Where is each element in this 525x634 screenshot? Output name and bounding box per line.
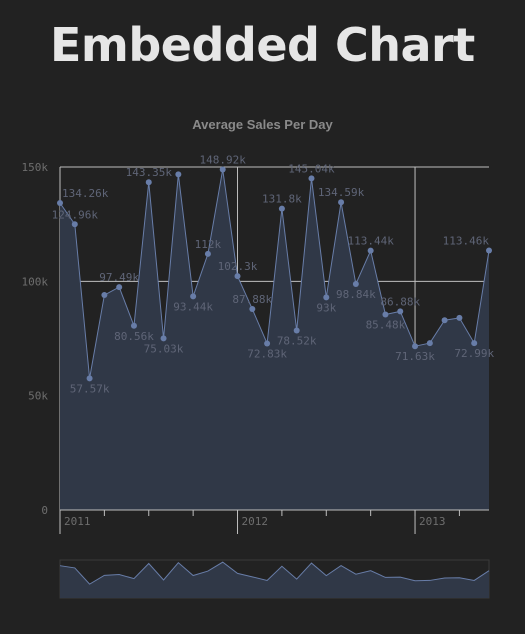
data-label: 85.48k: [366, 319, 406, 332]
data-point[interactable]: [338, 199, 345, 206]
data-point[interactable]: [264, 340, 271, 347]
data-point[interactable]: [367, 247, 374, 254]
data-point[interactable]: [71, 221, 78, 228]
data-point[interactable]: [412, 343, 419, 350]
data-label: 97.49k: [99, 271, 139, 284]
data-label: 134.59k: [318, 186, 365, 199]
data-label: 112k: [195, 238, 222, 251]
data-point[interactable]: [86, 375, 93, 382]
y-tick-label: 50k: [28, 390, 48, 403]
data-label: 102.3k: [218, 260, 258, 273]
data-point[interactable]: [456, 314, 463, 321]
data-label: 113.44k: [347, 235, 394, 248]
data-point[interactable]: [57, 199, 63, 206]
data-point[interactable]: [382, 311, 389, 318]
data-point[interactable]: [426, 340, 433, 347]
data-label: 131.8k: [262, 193, 302, 206]
data-label: 148.92k: [200, 153, 247, 166]
navigator-line: [59, 561, 490, 585]
data-label: 143.35k: [126, 166, 173, 179]
data-label: 124.96k: [52, 208, 99, 221]
chart-title: Average Sales Per Day: [192, 117, 333, 132]
data-label: 75.03k: [144, 342, 184, 355]
data-label: 113.46k: [443, 235, 490, 248]
data-label: 145.04k: [288, 162, 335, 175]
data-point[interactable]: [130, 322, 137, 329]
data-point[interactable]: [204, 250, 211, 257]
data-point[interactable]: [293, 327, 300, 334]
data-point[interactable]: [323, 294, 330, 301]
data-point[interactable]: [219, 166, 226, 173]
series-area: [60, 169, 489, 510]
data-point[interactable]: [160, 335, 167, 342]
data-label: 72.83k: [247, 347, 287, 360]
data-point[interactable]: [145, 179, 152, 186]
data-point[interactable]: [234, 273, 241, 280]
data-point[interactable]: [175, 171, 182, 178]
data-point[interactable]: [308, 175, 315, 182]
data-point[interactable]: [278, 205, 285, 212]
data-point[interactable]: [249, 306, 256, 313]
data-point[interactable]: [352, 280, 359, 287]
data-label: 78.52k: [277, 334, 317, 347]
data-point[interactable]: [116, 284, 123, 291]
data-point[interactable]: [101, 292, 108, 299]
y-tick-label: 100k: [22, 275, 49, 288]
x-tick-label: 2011: [64, 515, 91, 528]
data-point[interactable]: [397, 308, 404, 315]
x-tick-label: 2012: [242, 515, 269, 528]
data-label: 87.88k: [232, 293, 272, 306]
data-point[interactable]: [441, 317, 448, 324]
data-label: 86.88k: [380, 295, 420, 308]
data-label: 98.84k: [336, 288, 376, 301]
page-heading: Embedded Chart: [50, 18, 475, 72]
navigator-area: [60, 562, 489, 598]
data-point[interactable]: [190, 293, 197, 300]
y-tick-label: 0: [41, 504, 48, 517]
data-label: 93k: [316, 301, 336, 314]
data-point[interactable]: [471, 340, 478, 347]
data-label: 72.99k: [454, 347, 494, 360]
data-label: 134.26k: [62, 187, 109, 200]
data-label: 80.56k: [114, 330, 154, 343]
y-tick-label: 150k: [22, 161, 49, 174]
data-point[interactable]: [486, 247, 492, 254]
data-label: 57.57k: [70, 382, 110, 395]
data-label: 93.44k: [173, 300, 213, 313]
data-label: 71.63k: [395, 350, 435, 363]
x-tick-label: 2013: [419, 515, 446, 528]
